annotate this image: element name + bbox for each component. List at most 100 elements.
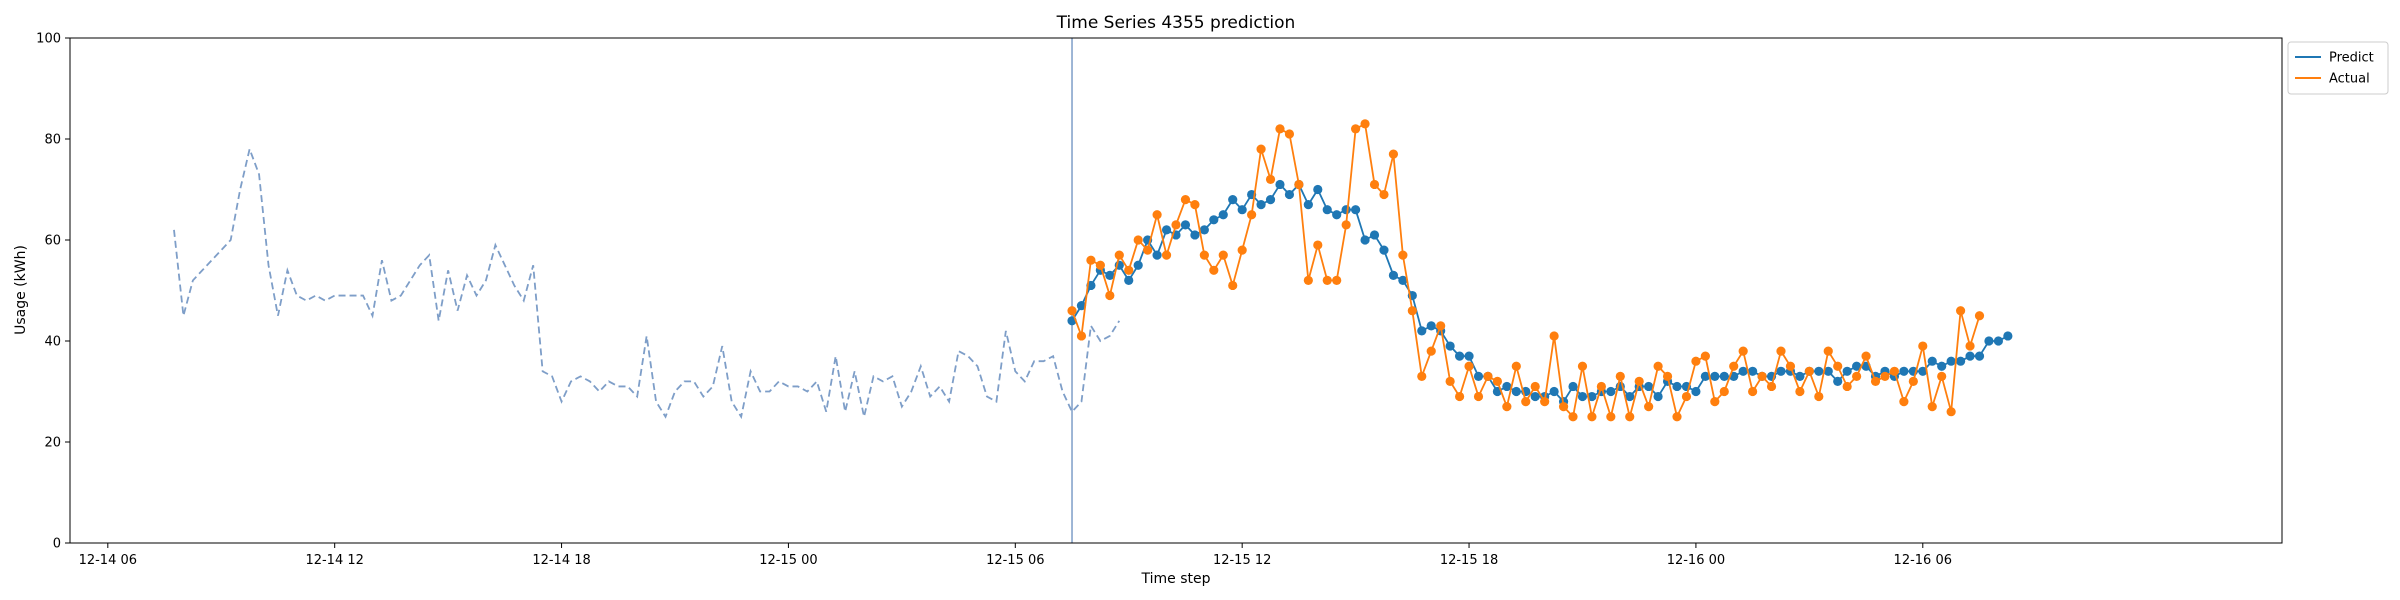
predict-point: [1161, 225, 1172, 235]
actual-point: [1379, 189, 1389, 200]
actual-point: [1662, 371, 1673, 381]
actual-point: [1615, 371, 1625, 381]
actual-point: [1908, 376, 1918, 386]
predict-point: [1644, 381, 1654, 392]
actual-point: [1124, 265, 1134, 275]
actual-point: [1955, 306, 1966, 316]
predict-point: [1748, 366, 1758, 376]
predict-point: [1974, 351, 1985, 361]
predict-point: [1284, 189, 1295, 200]
y-tick-label: 0: [53, 537, 61, 552]
actual-point: [1710, 397, 1720, 407]
actual-point: [1265, 174, 1276, 184]
series-predict: [1067, 179, 2013, 407]
actual-point: [1464, 361, 1474, 371]
y-axis: 0 20 40 60 80 100: [36, 32, 70, 552]
legend-label-actual: Actual: [2329, 72, 2370, 87]
predict-point: [1587, 391, 1597, 402]
predict-point: [1265, 195, 1276, 205]
predict-point: [1256, 200, 1266, 210]
predict-point: [1625, 391, 1635, 402]
y-tick-label: 20: [44, 436, 61, 451]
actual-point: [1407, 306, 1417, 316]
actual-point: [1143, 245, 1153, 255]
actual-point: [1889, 366, 1900, 376]
predict-point: [1776, 366, 1786, 376]
actual-point: [1596, 381, 1606, 392]
actual-point: [1369, 179, 1380, 190]
actual-point: [1133, 235, 1143, 245]
predict-point: [1672, 381, 1682, 392]
predict-point: [1105, 270, 1115, 280]
actual-point: [1436, 321, 1446, 331]
actual-point: [1332, 275, 1342, 285]
actual-point: [1502, 402, 1512, 412]
actual-point: [1360, 119, 1370, 129]
actual-point: [1095, 260, 1105, 270]
x-tick-label: 12-16 06: [1894, 553, 1952, 568]
actual-point: [1483, 371, 1493, 381]
actual-point: [1398, 250, 1408, 260]
x-axis: 12-14 06 12-14 12 12-14 18 12-15 00 12-15 06…: [79, 543, 1952, 568]
actual-point: [1946, 407, 1956, 417]
actual-point: [1918, 341, 1928, 351]
x-tick-label: 12-14 18: [532, 553, 590, 568]
actual-point: [1492, 376, 1503, 386]
actual-point: [1700, 351, 1710, 361]
history-line: [173, 146, 1121, 420]
predict-point: [1984, 336, 1994, 346]
actual-point: [1587, 412, 1597, 422]
predict-point: [1445, 341, 1455, 351]
y-tick-label: 100: [36, 32, 61, 47]
predict-point: [1814, 366, 1824, 376]
predict-point: [1303, 200, 1313, 210]
predict-point: [1719, 371, 1729, 381]
actual-point: [1766, 381, 1777, 392]
y-axis-title: Usage (kWh): [13, 245, 29, 335]
actual-point: [1303, 275, 1313, 285]
x-tick-label: 12-15 18: [1440, 553, 1498, 568]
predict-point: [1351, 205, 1361, 215]
actual-point: [1899, 397, 1909, 407]
predict-point: [1369, 230, 1380, 240]
predict-point: [1955, 356, 1966, 366]
actual-point: [1521, 397, 1531, 407]
predict-point: [1946, 356, 1956, 366]
actual-point: [1067, 306, 1077, 316]
predict-point: [1691, 386, 1701, 397]
actual-point: [1180, 195, 1191, 205]
actual-point: [1313, 240, 1323, 250]
actual-point: [1644, 402, 1654, 412]
actual-point: [1738, 346, 1748, 356]
actual-point: [1852, 371, 1862, 381]
actual-point: [1870, 376, 1881, 386]
predict-point: [1653, 391, 1663, 402]
actual-point: [1388, 149, 1399, 159]
predict-point: [1852, 361, 1862, 371]
predict-point: [1795, 371, 1805, 381]
actual-point: [1974, 311, 1985, 321]
predict-point: [1568, 381, 1578, 392]
x-tick-label: 12-16 00: [1667, 553, 1725, 568]
actual-point: [1729, 361, 1739, 371]
actual-point: [1937, 371, 1947, 381]
actual-point: [1681, 391, 1692, 402]
predict-point: [1275, 179, 1285, 190]
predict-line: [1071, 182, 2009, 404]
predict-point: [1473, 371, 1484, 381]
actual-point: [1719, 386, 1729, 397]
predict-point: [1577, 391, 1588, 402]
predict-point: [1398, 275, 1408, 285]
legend: Predict Actual: [2287, 41, 2389, 95]
x-tick-label: 12-15 12: [1213, 553, 1271, 568]
actual-point: [1511, 361, 1521, 371]
actual-point: [1426, 346, 1436, 356]
actual-point: [1625, 412, 1635, 422]
actual-point: [1190, 200, 1200, 210]
x-tick-label: 12-15 00: [759, 553, 817, 568]
actual-point: [1540, 397, 1550, 407]
actual-point: [1351, 124, 1361, 134]
actual-point: [1473, 391, 1484, 402]
actual-point: [1445, 376, 1455, 386]
predict-point: [1379, 245, 1389, 255]
